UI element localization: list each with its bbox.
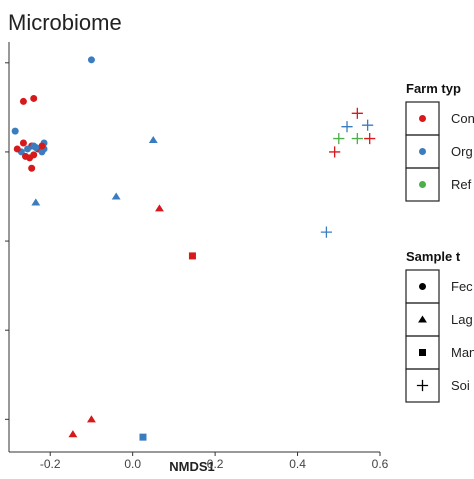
- x-axis-label: NMDS1: [169, 459, 215, 474]
- data-point: [155, 204, 164, 212]
- data-point: [13, 145, 21, 153]
- data-point: [87, 415, 96, 423]
- data-point: [30, 94, 38, 102]
- data-point: [329, 146, 341, 158]
- data-point: [333, 132, 345, 145]
- data-point: [188, 252, 196, 260]
- chart-title: Microbiome: [8, 10, 122, 35]
- data-point: [32, 143, 40, 151]
- legend-key-box: [405, 368, 440, 403]
- data-point: [19, 139, 27, 147]
- data-point: [364, 132, 376, 145]
- data-point: [87, 56, 95, 64]
- data-point: [351, 107, 363, 119]
- data-point: [11, 127, 19, 135]
- data-point: [341, 121, 353, 133]
- legend-key-marker: [419, 283, 426, 290]
- data-point: [362, 119, 374, 131]
- legend-key-marker: [416, 379, 429, 392]
- data-point: [111, 192, 121, 200]
- x-tick-label: 0.2: [207, 457, 224, 471]
- x-tick-label: 0.6: [372, 457, 389, 471]
- data-point: [26, 154, 34, 162]
- x-tick-label: 0.0: [124, 457, 141, 471]
- data-point: [148, 136, 158, 144]
- data-point: [68, 430, 78, 438]
- data-point: [38, 142, 46, 150]
- data-point: [351, 132, 363, 145]
- legend-key-marker: [419, 349, 426, 356]
- legend-entry-label: Ref: [451, 177, 472, 192]
- legend-key-box: [405, 167, 440, 202]
- legend-title: Sample t: [406, 249, 461, 264]
- x-tick-label: -0.2: [40, 457, 61, 471]
- data-point: [31, 198, 41, 206]
- data-point: [24, 145, 32, 153]
- legend-key-marker: [419, 148, 426, 155]
- legend-entry-label: Con: [451, 111, 474, 126]
- data-point: [320, 226, 333, 238]
- legend-key-marker: [419, 115, 426, 122]
- legend-entry-label: Lag: [451, 312, 473, 327]
- legend-title: Farm typ: [406, 81, 461, 96]
- data-point: [139, 433, 147, 441]
- legend-entry-label: Man: [451, 345, 474, 360]
- data-point: [19, 97, 27, 105]
- x-tick-label: 0.4: [289, 457, 306, 471]
- data-point: [28, 164, 36, 172]
- legend-entry-label: Soi: [451, 378, 470, 393]
- legend-key-marker: [419, 181, 426, 188]
- legend-entry-label: Org: [451, 144, 473, 159]
- legend-key-marker: [418, 315, 427, 323]
- legend-entry-label: Fec: [451, 279, 473, 294]
